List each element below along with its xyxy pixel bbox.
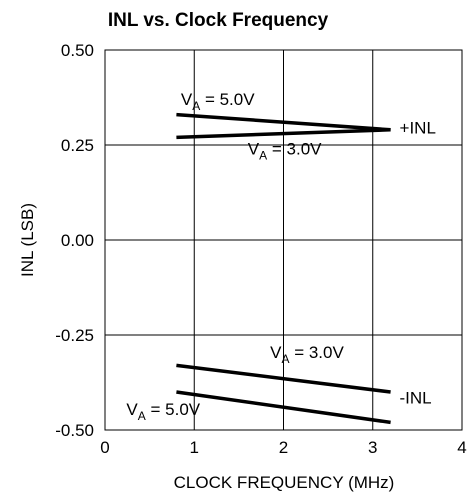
x-tick-label: 0 bbox=[100, 438, 109, 457]
x-tick-label: 4 bbox=[457, 438, 466, 457]
annotations: VA = 5.0V VA = 3.0V +INL VA = 3.0V VA = 5.0V… bbox=[126, 90, 435, 423]
y-tick-label: 0.50 bbox=[61, 41, 94, 60]
annotation-label: VA = 3.0V bbox=[248, 140, 322, 163]
annotation-label: VA = 3.0V bbox=[270, 343, 344, 366]
series-line bbox=[176, 390, 391, 425]
y-tick-label: -0.25 bbox=[55, 326, 94, 345]
series-line bbox=[176, 112, 391, 132]
y-axis-label: INL (LSB) bbox=[18, 203, 37, 277]
annotation-label: +INL bbox=[400, 119, 436, 138]
y-tick-label: 0.00 bbox=[61, 231, 94, 250]
x-axis-label: CLOCK FREQUENCY (MHz) bbox=[174, 473, 395, 492]
series-line bbox=[176, 363, 391, 394]
annotation-label: VA = 5.0V bbox=[126, 400, 200, 423]
annotation-label: VA = 5.0V bbox=[181, 90, 255, 113]
y-tick-label: 0.25 bbox=[61, 136, 94, 155]
y-tick-label: -0.50 bbox=[55, 421, 94, 440]
annotation-label: -INL bbox=[400, 388, 432, 407]
grid bbox=[104, 49, 463, 431]
chart-title: INL vs. Clock Frequency bbox=[108, 10, 329, 31]
tick-labels: 0 1 2 3 4 0.50 0.25 0.00 -0.25 -0.50 bbox=[55, 41, 466, 457]
series-line bbox=[176, 128, 391, 140]
x-tick-label: 2 bbox=[279, 438, 288, 457]
x-tick-label: 1 bbox=[190, 438, 199, 457]
series-lines bbox=[176, 112, 391, 425]
x-tick-label: 3 bbox=[368, 438, 377, 457]
